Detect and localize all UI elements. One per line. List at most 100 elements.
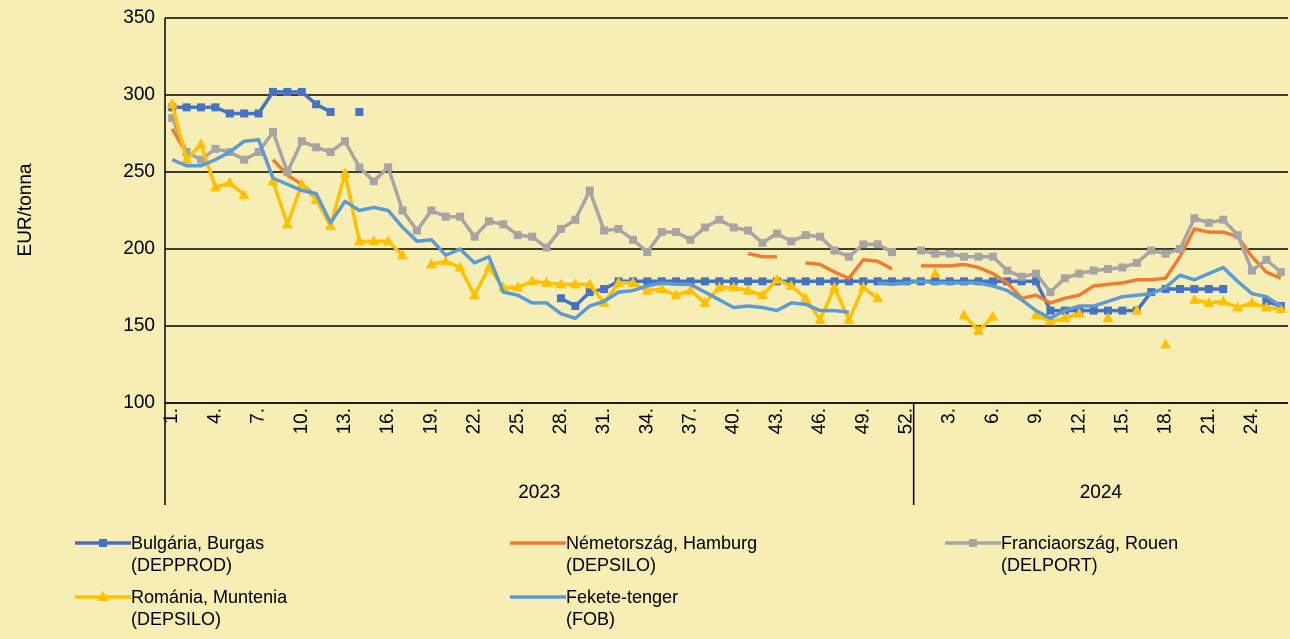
marker: [1075, 269, 1084, 278]
marker: [772, 229, 781, 238]
marker: [541, 276, 553, 287]
marker: [195, 138, 207, 149]
marker: [571, 301, 580, 310]
marker: [1204, 218, 1213, 227]
marker: [240, 109, 249, 118]
marker: [756, 289, 768, 300]
marker: [181, 153, 193, 164]
marker: [1044, 315, 1056, 326]
marker: [916, 246, 925, 255]
marker: [326, 147, 335, 156]
marker: [584, 278, 596, 289]
marker: [283, 87, 292, 96]
marker: [656, 283, 668, 294]
marker: [1003, 266, 1012, 275]
marker: [670, 289, 682, 300]
marker: [929, 267, 941, 278]
marker: [672, 228, 681, 237]
marker: [484, 217, 493, 226]
marker: [1102, 312, 1114, 323]
marker: [182, 103, 191, 112]
marker: [238, 189, 250, 200]
marker: [513, 231, 522, 240]
y-tick-label: 100: [123, 392, 155, 413]
marker: [384, 163, 393, 172]
marker: [758, 238, 767, 247]
marker: [571, 215, 580, 224]
series-line: [170, 128, 1282, 305]
marker: [1089, 306, 1098, 315]
marker: [1276, 268, 1285, 277]
marker: [1176, 285, 1185, 294]
x-tick-label: 19.: [420, 408, 441, 434]
marker: [1203, 296, 1215, 307]
x-tick-label: 37.: [680, 408, 701, 434]
marker: [542, 243, 551, 252]
marker: [454, 261, 466, 272]
series-line: [170, 117, 1282, 294]
marker: [483, 261, 495, 272]
x-tick-label: 1.: [161, 408, 182, 424]
marker: [224, 176, 236, 187]
x-tick-label: 16.: [377, 408, 398, 434]
legend-marker: [99, 539, 107, 547]
marker: [1190, 214, 1199, 223]
marker: [1089, 266, 1098, 275]
marker: [1262, 297, 1271, 306]
marker: [873, 277, 882, 286]
marker: [1017, 272, 1026, 281]
x-tick-label: 7.: [248, 408, 269, 424]
y-tick-label: 200: [123, 238, 155, 259]
x-tick-label: 46.: [809, 408, 830, 434]
x-tick-label: 15.: [1111, 408, 1132, 434]
marker: [339, 167, 351, 178]
y-tick-label: 350: [123, 7, 155, 28]
legend-item: Bulgária, Burgas (DEPPROD): [75, 532, 264, 576]
marker: [686, 235, 695, 244]
y-tick-label: 150: [123, 315, 155, 336]
x-tick-label: 28.: [550, 408, 571, 434]
marker: [715, 215, 724, 224]
marker: [166, 98, 178, 109]
marker: [628, 235, 637, 244]
marker: [600, 285, 609, 294]
marker: [569, 278, 581, 289]
marker: [281, 218, 293, 229]
marker: [412, 226, 421, 235]
marker: [844, 252, 853, 261]
marker: [355, 163, 364, 172]
marker: [283, 168, 292, 176]
x-tick-label: 25.: [507, 408, 528, 434]
x-tick-label: 34.: [636, 408, 657, 434]
marker: [1104, 265, 1113, 274]
marker: [686, 277, 695, 286]
marker: [613, 276, 625, 287]
marker: [1118, 263, 1127, 272]
marker: [1248, 266, 1257, 275]
marker: [1030, 309, 1042, 320]
legend-label: Románia, Muntenia (DEPSILO): [131, 587, 288, 629]
marker: [441, 212, 450, 221]
marker: [960, 252, 969, 261]
marker: [828, 281, 840, 292]
marker: [168, 114, 177, 123]
marker: [1073, 307, 1085, 318]
marker: [1262, 255, 1271, 264]
marker: [771, 273, 783, 284]
marker: [931, 249, 940, 258]
marker: [958, 309, 970, 320]
legend-marker: [97, 591, 109, 601]
marker: [556, 224, 565, 233]
marker: [555, 278, 567, 289]
marker: [643, 248, 652, 257]
legend-item: Franciaország, Rouen (DELPORT): [945, 532, 1178, 576]
marker: [816, 232, 825, 241]
marker: [1032, 277, 1041, 286]
x-tick-label: 10.: [291, 408, 312, 434]
marker: [326, 107, 335, 116]
marker: [1147, 246, 1156, 255]
marker: [1219, 285, 1228, 294]
marker: [196, 103, 205, 112]
marker: [814, 313, 826, 324]
x-tick-label: 21.: [1198, 408, 1219, 434]
